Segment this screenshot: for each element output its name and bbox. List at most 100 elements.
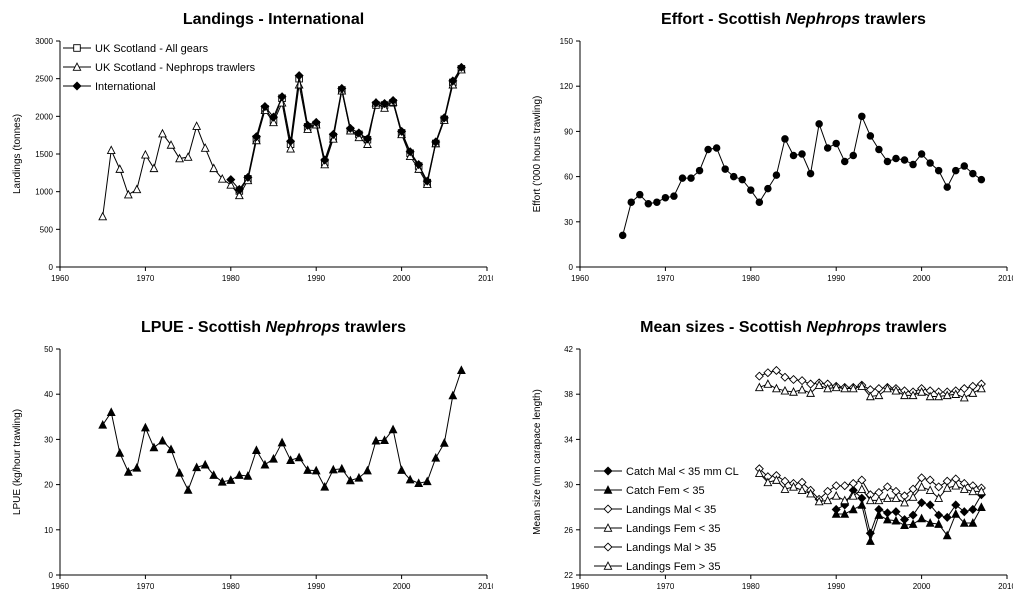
data-point xyxy=(209,163,219,173)
data-point xyxy=(857,475,867,485)
data-point xyxy=(661,193,670,202)
chart-mean-sizes: Mean sizes - Scottish Nephrops trawlers 2… xyxy=(532,319,1013,591)
data-point xyxy=(371,435,381,445)
data-point xyxy=(226,475,236,484)
data-point xyxy=(865,495,875,505)
data-point xyxy=(934,482,944,492)
data-point xyxy=(140,422,150,432)
data-point xyxy=(695,166,704,175)
chart-title: Effort - Scottish Nephrops trawlers xyxy=(661,11,926,28)
data-point xyxy=(934,166,943,175)
data-point xyxy=(951,389,961,398)
data-point xyxy=(831,491,841,500)
x-tick-label: 1970 xyxy=(657,274,675,283)
data-point xyxy=(883,383,892,393)
data-point xyxy=(345,475,355,485)
data-point xyxy=(405,147,415,157)
data-point xyxy=(883,514,892,524)
data-point xyxy=(379,98,390,109)
data-point xyxy=(158,128,167,138)
data-point xyxy=(754,371,764,381)
data-point xyxy=(175,467,184,477)
data-point xyxy=(678,174,687,182)
data-point xyxy=(942,483,952,492)
data-point xyxy=(848,383,858,393)
data-point xyxy=(780,372,790,382)
legend-item: Landings Mal > 35 xyxy=(594,542,716,554)
data-point xyxy=(891,493,901,502)
data-point xyxy=(738,175,747,184)
y-tick-label: 30 xyxy=(44,435,53,444)
data-point xyxy=(363,139,372,148)
x-tick-label: 2000 xyxy=(913,274,931,283)
data-point xyxy=(149,163,159,173)
x-tick-label: 1990 xyxy=(827,274,845,283)
data-point xyxy=(789,481,798,491)
data-point xyxy=(337,83,347,93)
data-point xyxy=(653,198,661,206)
legend-item: UK Scotland - All gears xyxy=(63,43,209,55)
data-point xyxy=(943,183,951,191)
x-tick-label: 1960 xyxy=(51,274,69,283)
data-point xyxy=(908,510,918,520)
y-tick-label: 0 xyxy=(49,263,54,272)
data-point xyxy=(831,509,841,518)
data-point xyxy=(166,140,176,149)
data-point xyxy=(243,172,253,182)
x-tick-label: 2010 xyxy=(478,274,493,283)
chart-title: LPUE - Scottish Nephrops trawlers xyxy=(141,319,406,336)
series-line xyxy=(835,489,982,535)
data-point xyxy=(874,510,884,519)
data-point xyxy=(900,156,909,164)
data-point xyxy=(448,390,458,400)
data-point xyxy=(806,388,816,397)
data-point xyxy=(883,493,892,502)
chart-title: Landings - International xyxy=(183,11,364,28)
data-point xyxy=(908,390,918,400)
data-point xyxy=(866,132,875,140)
x-tick-label: 1990 xyxy=(307,274,325,283)
legend-marker xyxy=(72,81,82,91)
data-point xyxy=(959,507,969,517)
data-point xyxy=(98,211,108,221)
x-tick-label: 1960 xyxy=(571,582,589,591)
y-tick-label: 40 xyxy=(44,390,53,399)
legend-marker xyxy=(603,504,613,514)
data-point xyxy=(865,391,875,401)
x-tick-label: 1960 xyxy=(51,582,69,591)
series-line xyxy=(622,114,982,236)
legend-item: International xyxy=(63,81,156,93)
data-point xyxy=(422,176,432,186)
series-5 xyxy=(754,379,986,402)
data-point xyxy=(439,113,449,123)
data-point xyxy=(840,157,849,166)
y-tick-label: 1000 xyxy=(35,188,53,197)
data-point xyxy=(763,379,773,388)
x-tick-label: 2010 xyxy=(998,274,1013,283)
x-tick-label: 1990 xyxy=(307,582,325,591)
y-tick-label: 22 xyxy=(564,571,573,580)
data-point xyxy=(942,512,952,522)
data-point xyxy=(123,467,133,476)
data-point xyxy=(874,495,884,505)
legend-label: Landings Mal < 35 xyxy=(626,504,716,516)
data-point xyxy=(892,154,900,163)
y-axis-label: Effort ('000 hours trawling) xyxy=(532,96,543,213)
legend-marker xyxy=(603,485,613,494)
y-tick-label: 20 xyxy=(44,481,53,490)
data-point xyxy=(900,520,909,530)
data-point xyxy=(815,120,823,128)
data-point xyxy=(849,151,858,160)
data-point xyxy=(721,165,729,173)
legend-marker xyxy=(603,523,613,532)
data-point xyxy=(934,510,944,520)
data-point xyxy=(234,190,244,200)
x-tick-label: 1970 xyxy=(657,582,675,591)
data-point xyxy=(959,392,969,402)
y-tick-label: 42 xyxy=(564,345,573,354)
data-point xyxy=(354,472,364,482)
y-tick-label: 2500 xyxy=(35,75,53,84)
data-point xyxy=(969,169,977,178)
data-point xyxy=(917,481,927,491)
data-point xyxy=(115,448,125,457)
